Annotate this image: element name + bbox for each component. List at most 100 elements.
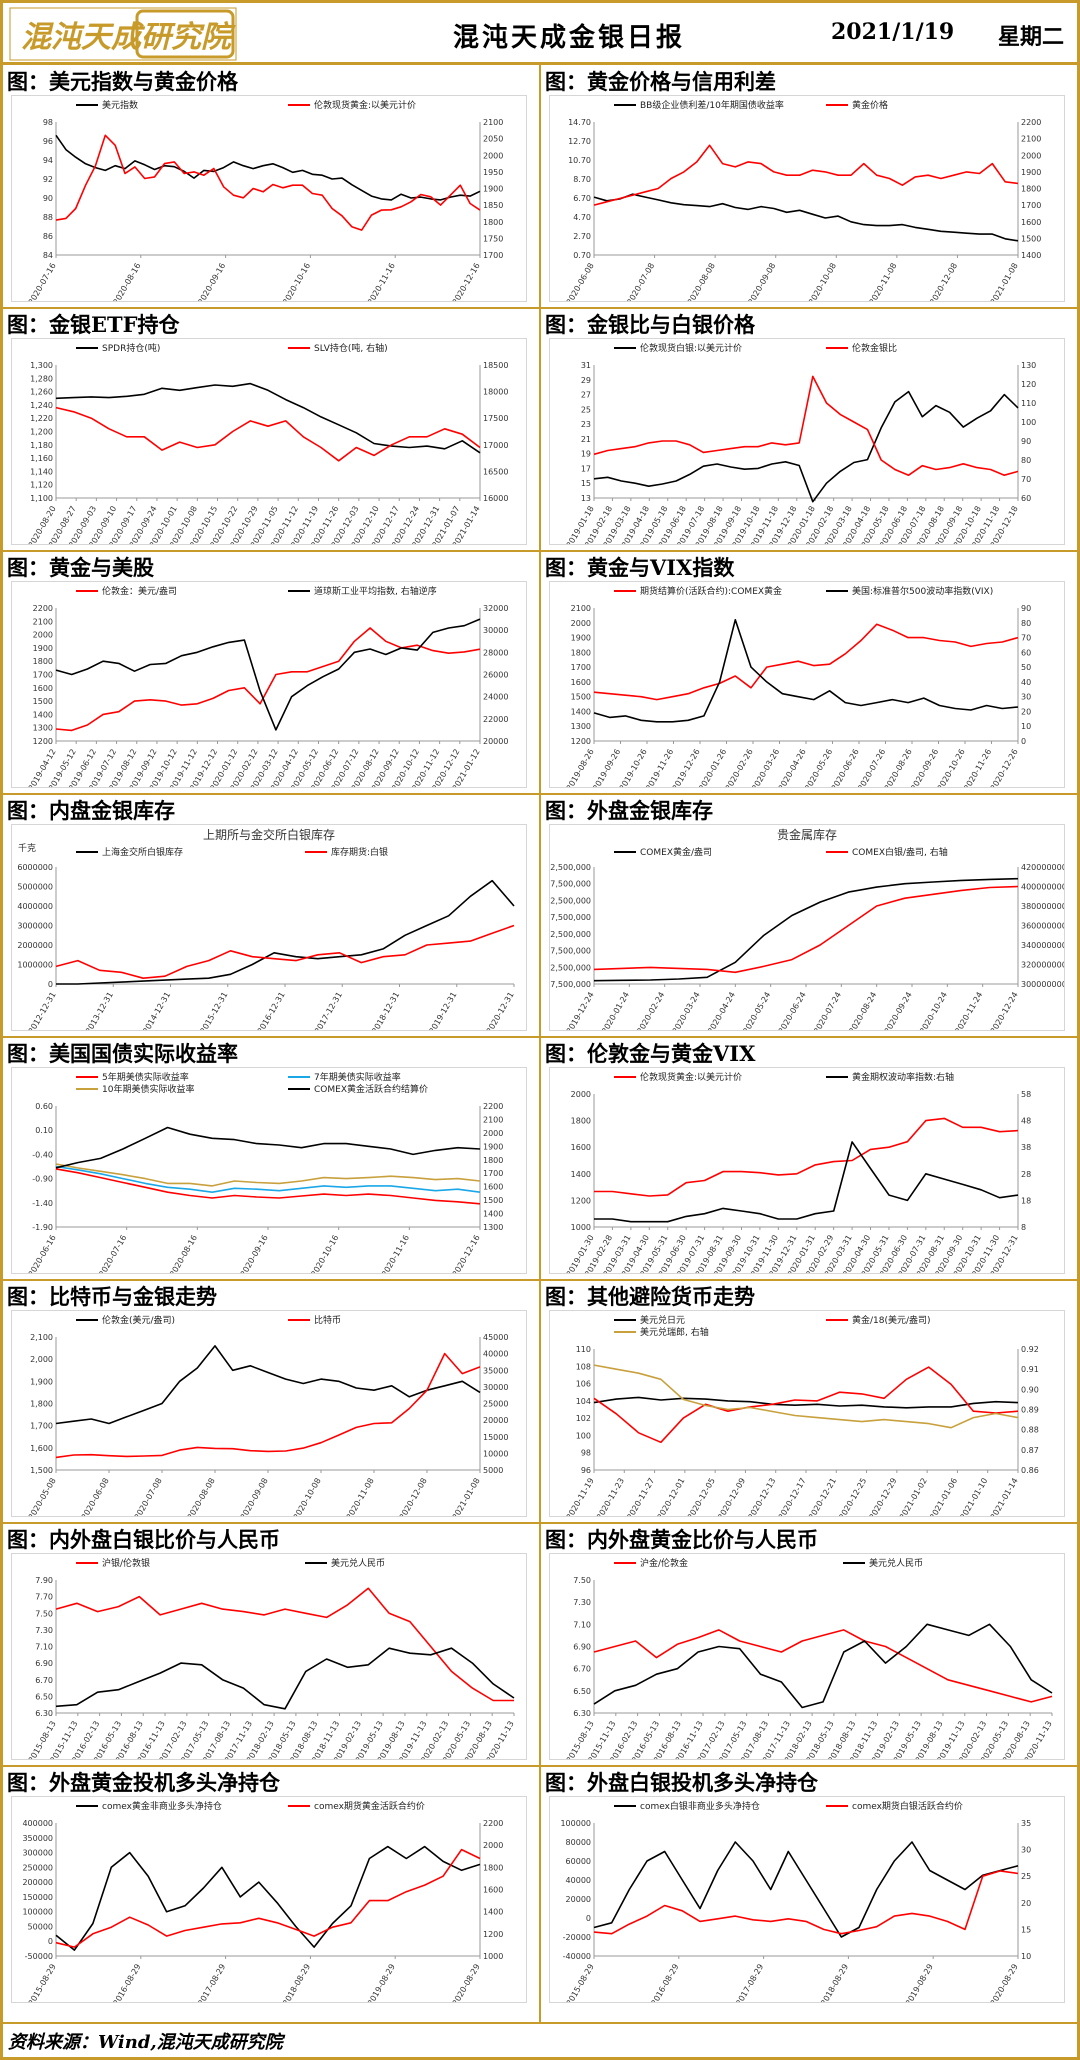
- x-tick-label: 2021-01-08: [451, 1477, 482, 1517]
- legend-label: 伦敦现货黄金:以美元计价: [314, 99, 416, 111]
- series-line: [55, 406, 481, 462]
- x-tick-label: 2019-12-26: [671, 748, 702, 788]
- y-right-tick-label: 0: [1021, 737, 1026, 746]
- y-right-tick-label: 10000: [483, 1449, 508, 1458]
- panel-title: 图：黄金与VIX指数: [545, 555, 735, 580]
- y-right-tick-label: 100: [1021, 418, 1036, 427]
- y-tick-label: 40000: [566, 1876, 591, 1885]
- y-tick-label: 88: [43, 213, 53, 222]
- y-tick-label: 1400: [33, 710, 53, 719]
- panel-title: 图：美元指数与黄金价格: [7, 69, 238, 94]
- legend-label: 7年期美债实际收益率: [314, 1071, 401, 1083]
- series-line: [593, 390, 1019, 503]
- x-tick-label: 2020-12-16: [451, 1234, 482, 1274]
- chart-box: BB级企业债利差/10年期国债收益率 黄金价格 0.70 2.70 4.70 6.70 8.…: [549, 95, 1065, 302]
- chart-svg: 5年期美债实际收益率 7年期美债实际收益率 10年期美债实际收益率 COMEX黄金活跃…: [27, 1071, 504, 1274]
- x-tick-label: 2019-08-26: [565, 748, 596, 788]
- x-tick-label: 2020-11-19: [565, 1477, 596, 1517]
- y-right-tick-label: 0.86: [1021, 1466, 1039, 1475]
- legend-label: 黄金/18(美元/盎司): [852, 1314, 931, 1326]
- chart-box: 伦敦现货白银:以美元计价 伦敦金银比 13 15 17 19 21 23 25 27 29 31 60 7…: [549, 338, 1065, 545]
- y-right-tick-label: 20: [1021, 707, 1031, 716]
- x-tick-label: 2016-08-29: [649, 1963, 680, 2003]
- y-right-tick-label: 2100: [483, 118, 503, 127]
- x-tick-label: 2020-06-08: [80, 1477, 111, 1517]
- legend-label: 沪金/伦敦金: [640, 1557, 688, 1569]
- y-tick-label: 1,600: [30, 1444, 53, 1453]
- chart-svg: 沪银/伦敦银 美元兑人民币 6.30 6.50 6.70 6.90 7.10 7.30 7.50…: [27, 1557, 516, 1759]
- panel-title: 图：内外盘白银比价与人民币: [7, 1527, 280, 1552]
- chart-box: 伦敦金：美元/盎司 道琼斯工业平均指数, 右轴逆序 1200 1300 1400 1500…: [11, 581, 527, 788]
- x-tick-label: 2020-02-26: [724, 748, 755, 788]
- x-tick-label: 2020-12-25: [837, 1477, 868, 1517]
- y-tick-label: 1500: [33, 697, 53, 706]
- report-header: 混沌天成研究院 混沌天成金银日报 2021/1/19 星期二: [3, 3, 1077, 65]
- series-line: [55, 1848, 481, 1948]
- y-right-tick-label: 1750: [483, 234, 503, 243]
- y-tick-label: 1600: [571, 678, 591, 687]
- y-tick-label: 200000: [22, 1878, 53, 1887]
- x-tick-label: 2020-10-16: [281, 262, 312, 302]
- x-tick-label: 2020-08-26: [883, 748, 914, 788]
- legend-label: 库存期货:白银: [331, 846, 388, 858]
- y-right-tick-label: 60: [1021, 648, 1031, 657]
- x-tick-label: 2020-12-24: [989, 991, 1020, 1031]
- x-tick-label: 2020-12-01: [656, 1477, 687, 1517]
- y-tick-label: 1800: [33, 657, 53, 666]
- y-tick-label: -0.40: [32, 1150, 53, 1159]
- chart-title: 贵金属库存: [777, 827, 837, 842]
- y-tick-label: 1200: [33, 737, 53, 746]
- series-line: [56, 879, 515, 985]
- y-right-tick-label: 18500: [483, 361, 508, 370]
- x-tick-label: 2020-05-08: [27, 1477, 58, 1517]
- x-tick-label: 2015-08-29: [27, 1963, 58, 2003]
- y-right-tick-label: 2050: [483, 135, 503, 144]
- series-line: [55, 627, 481, 732]
- y-tick-label: 17,500,000: [550, 947, 591, 956]
- y-right-tick-label: 20000: [483, 1416, 508, 1425]
- series-line: [593, 144, 1019, 206]
- y-tick-label: 84: [43, 251, 53, 260]
- y-tick-label: 0: [48, 1937, 53, 1946]
- y-right-tick-label: 120: [1021, 380, 1036, 389]
- y-tick-label: -0.90: [32, 1175, 53, 1184]
- x-tick-label: 2020-02-24: [635, 991, 666, 1031]
- x-tick-label: 2019-11-26: [644, 748, 675, 788]
- x-tick-label: 2020-11-08: [868, 262, 899, 302]
- y-tick-label: 1900: [571, 634, 591, 643]
- y-tick-label: 1600: [33, 684, 53, 693]
- y-tick-label: 1,300: [30, 361, 53, 370]
- y-tick-label: 12.70: [568, 137, 591, 146]
- y-tick-label: 2,000: [30, 1355, 53, 1364]
- x-tick-label: 2020-05-26: [803, 748, 834, 788]
- y-right-tick-label: 8: [1021, 1223, 1026, 1232]
- y-tick-label: 42,500,000: [550, 863, 591, 872]
- series-line: [593, 623, 1019, 701]
- x-tick-label: 2020-07-26: [856, 748, 887, 788]
- x-tick-label: 2021-01-10: [958, 1477, 989, 1517]
- y-right-tick-label: 24000: [483, 693, 508, 702]
- legend-label: COMEX黄金活跃合约结算价: [314, 1083, 428, 1095]
- series-line: [55, 1165, 481, 1193]
- series-line: [55, 382, 481, 454]
- y-right-tick-label: 1400: [483, 1210, 503, 1219]
- chart-box: 5年期美债实际收益率 7年期美债实际收益率 10年期美债实际收益率 COMEX黄金活跃…: [11, 1067, 527, 1274]
- footer-divider: [3, 2022, 1077, 2024]
- chart-panel: 图：美国国债实际收益率 5年期美债实际收益率 7年期美债实际收益率 10年期美债实际收…: [3, 1037, 539, 1280]
- y-right-tick-label: 60: [1021, 494, 1031, 503]
- y-tick-label: -50000: [25, 1952, 53, 1961]
- x-tick-label: 2020-06-08: [565, 262, 596, 302]
- y-tick-label: 6.70: [573, 1665, 591, 1674]
- y-right-tick-label: 38: [1021, 1143, 1031, 1152]
- series-line: [593, 618, 1019, 723]
- legend-label: 美元指数: [102, 99, 138, 111]
- y-tick-label: 10.70: [568, 156, 591, 165]
- y-right-tick-label: 2200: [1021, 118, 1041, 127]
- x-tick-label: 2018-08-29: [281, 1963, 312, 2003]
- y-right-tick-label: 40000: [483, 1350, 508, 1359]
- y-tick-label: 7.10: [35, 1643, 53, 1652]
- series-line: [593, 1366, 1019, 1444]
- legend-label: SPDR持仓(吨): [102, 342, 160, 354]
- y-tick-label: 1400: [571, 1170, 591, 1179]
- y-right-tick-label: 26000: [483, 671, 508, 680]
